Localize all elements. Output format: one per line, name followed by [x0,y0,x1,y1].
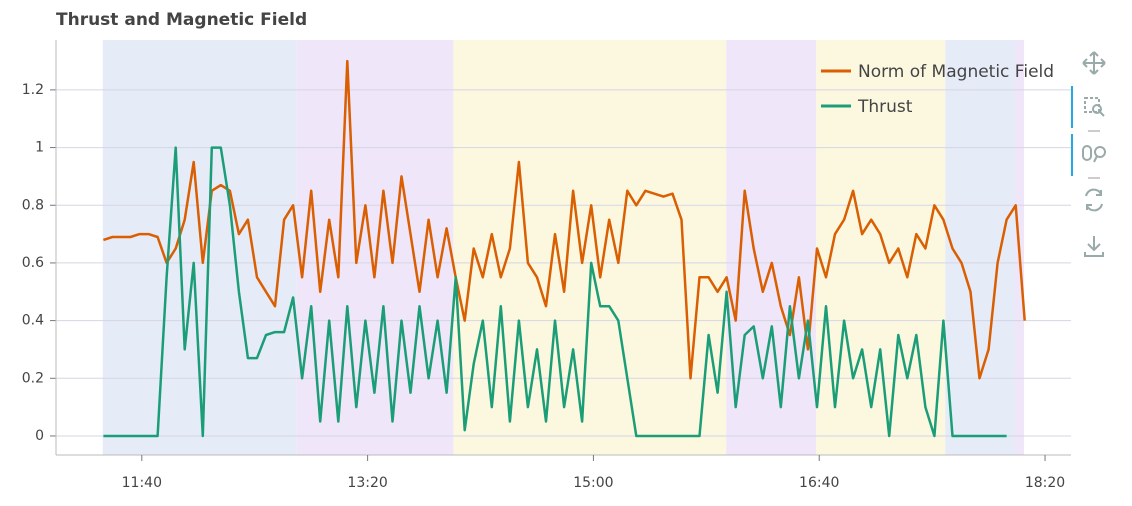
series-line [103,59,1026,380]
y-tick-label: 0.4 [22,313,44,329]
toolbar [1071,51,1106,257]
series-line [103,146,1007,438]
x-tick-label: 16:40 [799,475,839,491]
legend-label: Thrust [857,97,913,117]
y-tick-label: 0.8 [22,197,44,213]
y-tick-label: 1.2 [22,82,44,98]
y-tick-label: 0.2 [22,370,44,386]
wheel-zoom-tool[interactable] [1082,145,1106,163]
x-tick-label: 15:00 [573,475,613,491]
reset-tool[interactable] [1085,188,1103,212]
x-tick-label: 11:40 [122,475,162,491]
plot-area: 0 0.2 0.4 0.6 0.8 1 1.2 11:40 13:20 15:00 16:40 18:… [22,40,1071,491]
chart-title: Thrust and Magnetic Field [56,10,307,30]
background-band [945,40,1015,455]
y-tick-label: 0 [35,428,44,444]
x-tick-label: 18:20 [1025,475,1065,491]
y-tick-label: 1 [35,140,44,156]
box-zoom-tool[interactable] [1084,97,1105,117]
pan-tool[interactable] [1082,51,1106,75]
legend-label: Norm of Magnetic Field [858,62,1054,82]
y-tick-label: 0.6 [22,255,44,271]
save-tool[interactable] [1084,236,1104,257]
background-band [453,40,727,455]
x-tick-label: 13:20 [347,475,387,491]
